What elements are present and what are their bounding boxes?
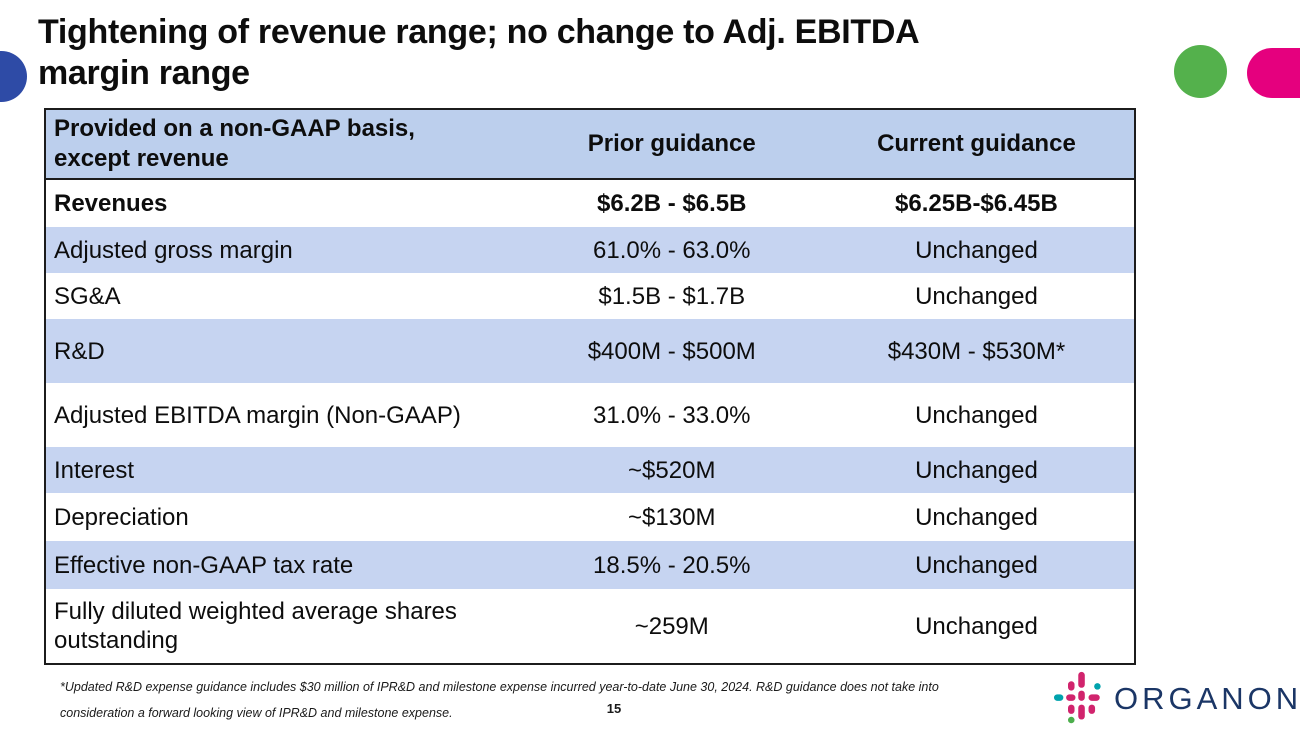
cell-current: Unchanged bbox=[818, 447, 1135, 493]
cell-prior: ~259M bbox=[634, 612, 709, 640]
organon-logo-icon bbox=[1054, 671, 1101, 724]
table-row: Fully diluted weighted average shares ou… bbox=[45, 589, 1135, 664]
table-row: Revenues $6.2B - $6.5B $6.25B-$6.45B bbox=[45, 179, 1135, 227]
guidance-table: Provided on a non-GAAP basis, except rev… bbox=[44, 108, 1136, 665]
cell-current: Unchanged bbox=[818, 227, 1135, 273]
table-header-row: Provided on a non-GAAP basis, except rev… bbox=[45, 109, 1135, 180]
cell-current: Unchanged bbox=[915, 503, 1038, 531]
cell-label: Effective non-GAAP tax rate bbox=[45, 541, 525, 589]
page-number: 15 bbox=[606, 701, 622, 716]
slide-title: Tightening of revenue range; no change t… bbox=[38, 12, 920, 94]
cell-prior: $1.5B - $1.7B bbox=[598, 282, 746, 310]
cell-label: SG&A bbox=[54, 282, 121, 310]
footnote-line1: *Updated R&D expense guidance includes $… bbox=[60, 680, 939, 694]
slide-title-line1: Tightening of revenue range; no change t… bbox=[38, 13, 920, 51]
blue-semicircle-shape bbox=[0, 51, 27, 102]
cell-label: Revenues bbox=[54, 190, 168, 217]
cell-current: $6.25B-$6.45B bbox=[895, 190, 1058, 217]
organon-logo: ORGANON ™ bbox=[1054, 671, 1300, 727]
cell-label: Interest bbox=[45, 447, 525, 493]
cell-current: $430M - $530M* bbox=[818, 319, 1135, 383]
cell-label: Fully diluted weighted average shares ou… bbox=[54, 598, 457, 654]
cell-current: Unchanged bbox=[915, 612, 1038, 640]
table-row: Depreciation ~$130M Unchanged bbox=[45, 493, 1135, 541]
table-row: R&D $400M - $500M $430M - $530M* bbox=[45, 319, 1135, 383]
cell-prior: $400M - $500M bbox=[524, 319, 819, 383]
organon-wordmark: ORGANON bbox=[1114, 681, 1300, 716]
cell-current: Unchanged bbox=[818, 541, 1135, 589]
cell-prior: 61.0% - 63.0% bbox=[524, 227, 819, 273]
cell-label: Adjusted gross margin bbox=[45, 227, 525, 273]
cell-prior: 18.5% - 20.5% bbox=[524, 541, 819, 589]
table-row: SG&A $1.5B - $1.7B Unchanged bbox=[45, 273, 1135, 319]
header-prior-guidance: Prior guidance bbox=[524, 109, 819, 180]
cell-current: Unchanged bbox=[915, 401, 1038, 429]
cell-prior: 31.0% - 33.0% bbox=[593, 401, 751, 429]
green-circle-shape bbox=[1174, 45, 1227, 98]
cell-label: Adjusted EBITDA margin (Non-GAAP) bbox=[54, 401, 461, 429]
footnote: *Updated R&D expense guidance includes $… bbox=[60, 674, 960, 726]
cell-label: Depreciation bbox=[54, 503, 189, 531]
table-row: Adjusted EBITDA margin (Non-GAAP) 31.0% … bbox=[45, 383, 1135, 447]
cell-prior: ~$520M bbox=[524, 447, 819, 493]
table-row: Effective non-GAAP tax rate 18.5% - 20.5… bbox=[45, 541, 1135, 589]
header-basis: Provided on a non-GAAP basis, except rev… bbox=[45, 109, 525, 180]
cell-current: Unchanged bbox=[915, 282, 1038, 310]
table-row: Interest ~$520M Unchanged bbox=[45, 447, 1135, 493]
cell-prior: ~$130M bbox=[628, 503, 716, 531]
pink-pill-shape bbox=[1247, 48, 1300, 98]
table-row: Adjusted gross margin 61.0% - 63.0% Unch… bbox=[45, 227, 1135, 273]
cell-prior: $6.2B - $6.5B bbox=[597, 190, 747, 217]
footnote-line2: consideration a forward looking view of … bbox=[60, 706, 453, 720]
header-current-guidance: Current guidance bbox=[818, 109, 1135, 180]
slide-title-line2: margin range bbox=[38, 54, 250, 92]
cell-label: R&D bbox=[45, 319, 525, 383]
